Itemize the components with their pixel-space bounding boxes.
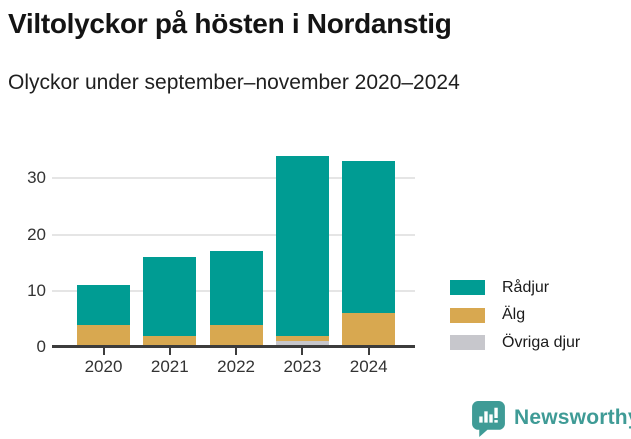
x-axis-tick-label: 2021	[150, 357, 189, 376]
plot-area: 0 10 20 30 2020 2021 2022 2023 2024	[0, 130, 440, 385]
bar-2020-segment-r-djur	[77, 285, 130, 325]
x-axis-line	[52, 345, 415, 348]
x-axis-tick-label: 2022	[217, 357, 255, 376]
bar-2024-segment-r-djur	[342, 161, 396, 314]
brand-name: Newsworthy	[514, 406, 631, 429]
legend-swatch--vriga-djur	[450, 335, 485, 350]
x-axis-tick-label: 2024	[349, 357, 388, 376]
x-axis-tick-2021	[168, 348, 171, 355]
legend-swatch--lg	[450, 307, 485, 323]
legend-item-r-djur: Rådjur	[450, 278, 580, 297]
bar-2023-segment-r-djur	[275, 155, 329, 336]
y-axis-tick-label: 20	[27, 224, 46, 244]
x-axis-tick-label: 2020	[84, 357, 123, 376]
y-axis-tick-label: 30	[27, 168, 46, 188]
x-axis-tick-2024	[367, 348, 370, 355]
legend-label: Rådjur	[502, 278, 550, 296]
x-axis-tick-label: 2023	[283, 357, 322, 376]
legend-label: Övriga djur	[502, 333, 581, 351]
chart-subtitle: Olyckor under september–november 2020–20…	[8, 71, 460, 94]
y-axis-tick-label: 0	[36, 337, 46, 356]
bar-2021-segment--lg	[143, 335, 197, 347]
bar-2023-segment--lg	[275, 335, 329, 342]
x-axis-tick-2023	[301, 348, 304, 355]
bar-2024-segment--lg	[342, 313, 396, 347]
bar-2021-segment-r-djur	[143, 257, 197, 336]
legend-item--vriga-djur: Övriga djur	[450, 333, 580, 352]
x-axis-tick-2022	[235, 348, 238, 355]
page-title: Viltolyckor på hösten i Nordanstig	[8, 8, 452, 39]
legend-swatch-r-djur	[450, 280, 485, 295]
gridline-30	[52, 177, 415, 180]
legend-label: Älg	[502, 306, 526, 323]
bar-2023-segment--vriga-djur	[275, 341, 329, 347]
bar-2020-segment--lg	[77, 324, 130, 347]
newsworthy-brand-link[interactable]: Newsworthy	[470, 399, 631, 437]
x-axis-tick-2020	[102, 348, 105, 355]
bar-2022-segment-r-djur	[209, 251, 263, 325]
y-axis-tick-label: 10	[27, 280, 46, 300]
newsworthy-logo-icon	[472, 401, 505, 437]
stacked-bar-chart: 0 10 20 30 2020 2021 2022 2023 2024 Rådjur Älg Övr…	[0, 130, 631, 385]
legend-item--lg: Älg	[450, 306, 580, 325]
bar-2022-segment--lg	[209, 324, 263, 347]
gridline-20	[52, 233, 415, 236]
chart-legend: Rådjur Älg Övriga djur	[450, 278, 580, 361]
